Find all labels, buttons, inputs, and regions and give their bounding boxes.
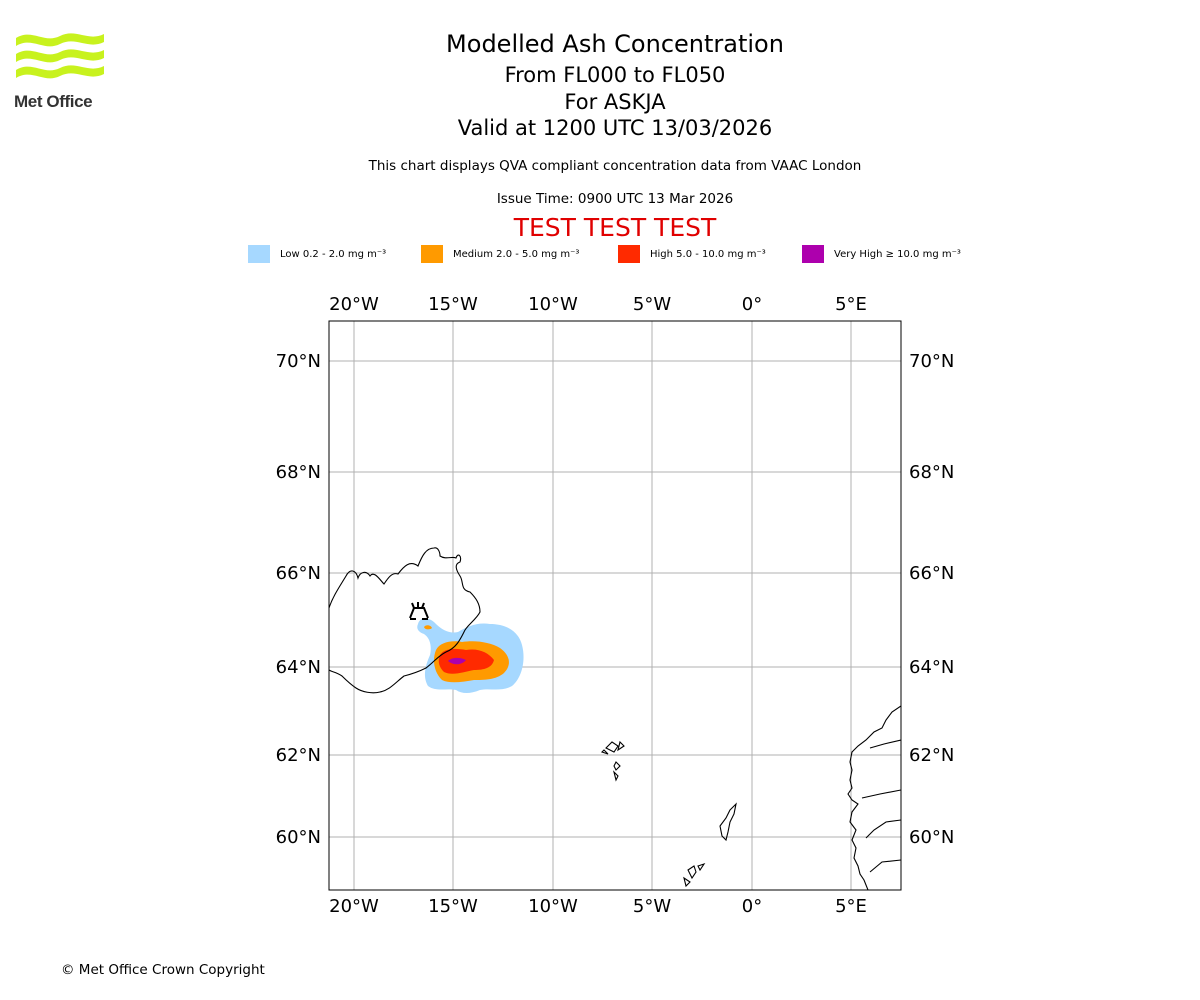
valid-time: Valid at 1200 UTC 13/03/2026 xyxy=(457,116,773,140)
legend-swatch-low xyxy=(248,245,270,263)
met-office-waves-icon xyxy=(16,33,104,79)
test-banner: TEST TEST TEST xyxy=(513,213,717,242)
lon-labels-bottom: 20°W 15°W 10°W 5°W 0° 5°E xyxy=(329,896,867,917)
lat-label: 64°N xyxy=(276,657,321,678)
lon-label: 0° xyxy=(742,896,762,917)
legend-item-very-high: Very High ≥ 10.0 mg m⁻³ xyxy=(802,244,961,264)
legend-swatch-very-high xyxy=(802,245,824,263)
legend-swatch-high xyxy=(618,245,640,263)
legend-item-low: Low 0.2 - 2.0 mg m⁻³ xyxy=(248,244,386,264)
orkney-islands xyxy=(683,862,706,888)
ash-plume xyxy=(417,618,524,693)
ash-area-high xyxy=(438,648,494,674)
lon-label: 0° xyxy=(742,294,762,315)
lon-label: 20°W xyxy=(329,294,379,315)
chart-title: Modelled Ash Concentration xyxy=(446,30,784,58)
lat-label: 62°N xyxy=(909,745,954,766)
lat-labels-right: 70°N 68°N 66°N 64°N 62°N 60°N xyxy=(909,351,954,848)
lon-label: 5°W xyxy=(633,896,671,917)
lat-label: 60°N xyxy=(276,827,321,848)
lat-label: 64°N xyxy=(909,657,954,678)
norway-coastline xyxy=(847,705,901,890)
lat-label: 62°N xyxy=(276,745,321,766)
lat-label: 70°N xyxy=(276,351,321,372)
faroe-islands xyxy=(600,740,625,782)
ash-area-medium-spot xyxy=(424,625,432,630)
shetland-islands xyxy=(719,802,737,842)
lon-label: 15°W xyxy=(428,896,478,917)
level-range: From FL000 to FL050 xyxy=(504,63,726,87)
iceland-coastline xyxy=(329,547,481,694)
lat-label: 66°N xyxy=(909,563,954,584)
map-frame xyxy=(328,320,902,891)
lat-label: 68°N xyxy=(909,462,954,483)
met-office-logo: Met Office xyxy=(14,30,106,112)
lon-label: 5°W xyxy=(633,294,671,315)
ash-area-very-high xyxy=(448,657,466,665)
lat-label: 60°N xyxy=(909,827,954,848)
lon-label: 5°E xyxy=(835,896,867,917)
lat-label: 68°N xyxy=(276,462,321,483)
legend-label-high: High 5.0 - 10.0 mg m⁻³ xyxy=(650,248,766,260)
issue-time: Issue Time: 0900 UTC 13 Mar 2026 xyxy=(496,191,734,207)
lon-label: 15°W xyxy=(428,294,478,315)
lon-label: 10°W xyxy=(528,896,578,917)
legend: Low 0.2 - 2.0 mg m⁻³ Medium 2.0 - 5.0 mg… xyxy=(248,244,1008,264)
volcano-name: For ASKJA xyxy=(564,90,666,114)
legend-label-very-high: Very High ≥ 10.0 mg m⁻³ xyxy=(834,248,961,260)
lat-label: 66°N xyxy=(276,563,321,584)
lon-labels-top: 20°W 15°W 10°W 5°W 0° 5°E xyxy=(329,294,867,315)
volcano-icon xyxy=(409,602,429,620)
legend-label-medium: Medium 2.0 - 5.0 mg m⁻³ xyxy=(453,248,580,260)
graticule xyxy=(329,321,901,890)
legend-swatch-medium xyxy=(421,245,443,263)
lon-label: 5°E xyxy=(835,294,867,315)
lat-label: 70°N xyxy=(909,351,954,372)
lat-labels-left: 70°N 68°N 66°N 64°N 62°N 60°N xyxy=(276,351,321,848)
legend-label-low: Low 0.2 - 2.0 mg m⁻³ xyxy=(280,248,387,260)
lon-label: 10°W xyxy=(528,294,578,315)
coastlines xyxy=(329,547,901,890)
copyright: © Met Office Crown Copyright xyxy=(61,962,265,978)
legend-item-high: High 5.0 - 10.0 mg m⁻³ xyxy=(618,244,766,264)
qva-note: This chart displays QVA compliant concen… xyxy=(368,158,862,174)
lon-label: 20°W xyxy=(329,896,379,917)
met-office-logo-text: Met Office xyxy=(14,92,93,111)
legend-item-medium: Medium 2.0 - 5.0 mg m⁻³ xyxy=(421,244,579,264)
